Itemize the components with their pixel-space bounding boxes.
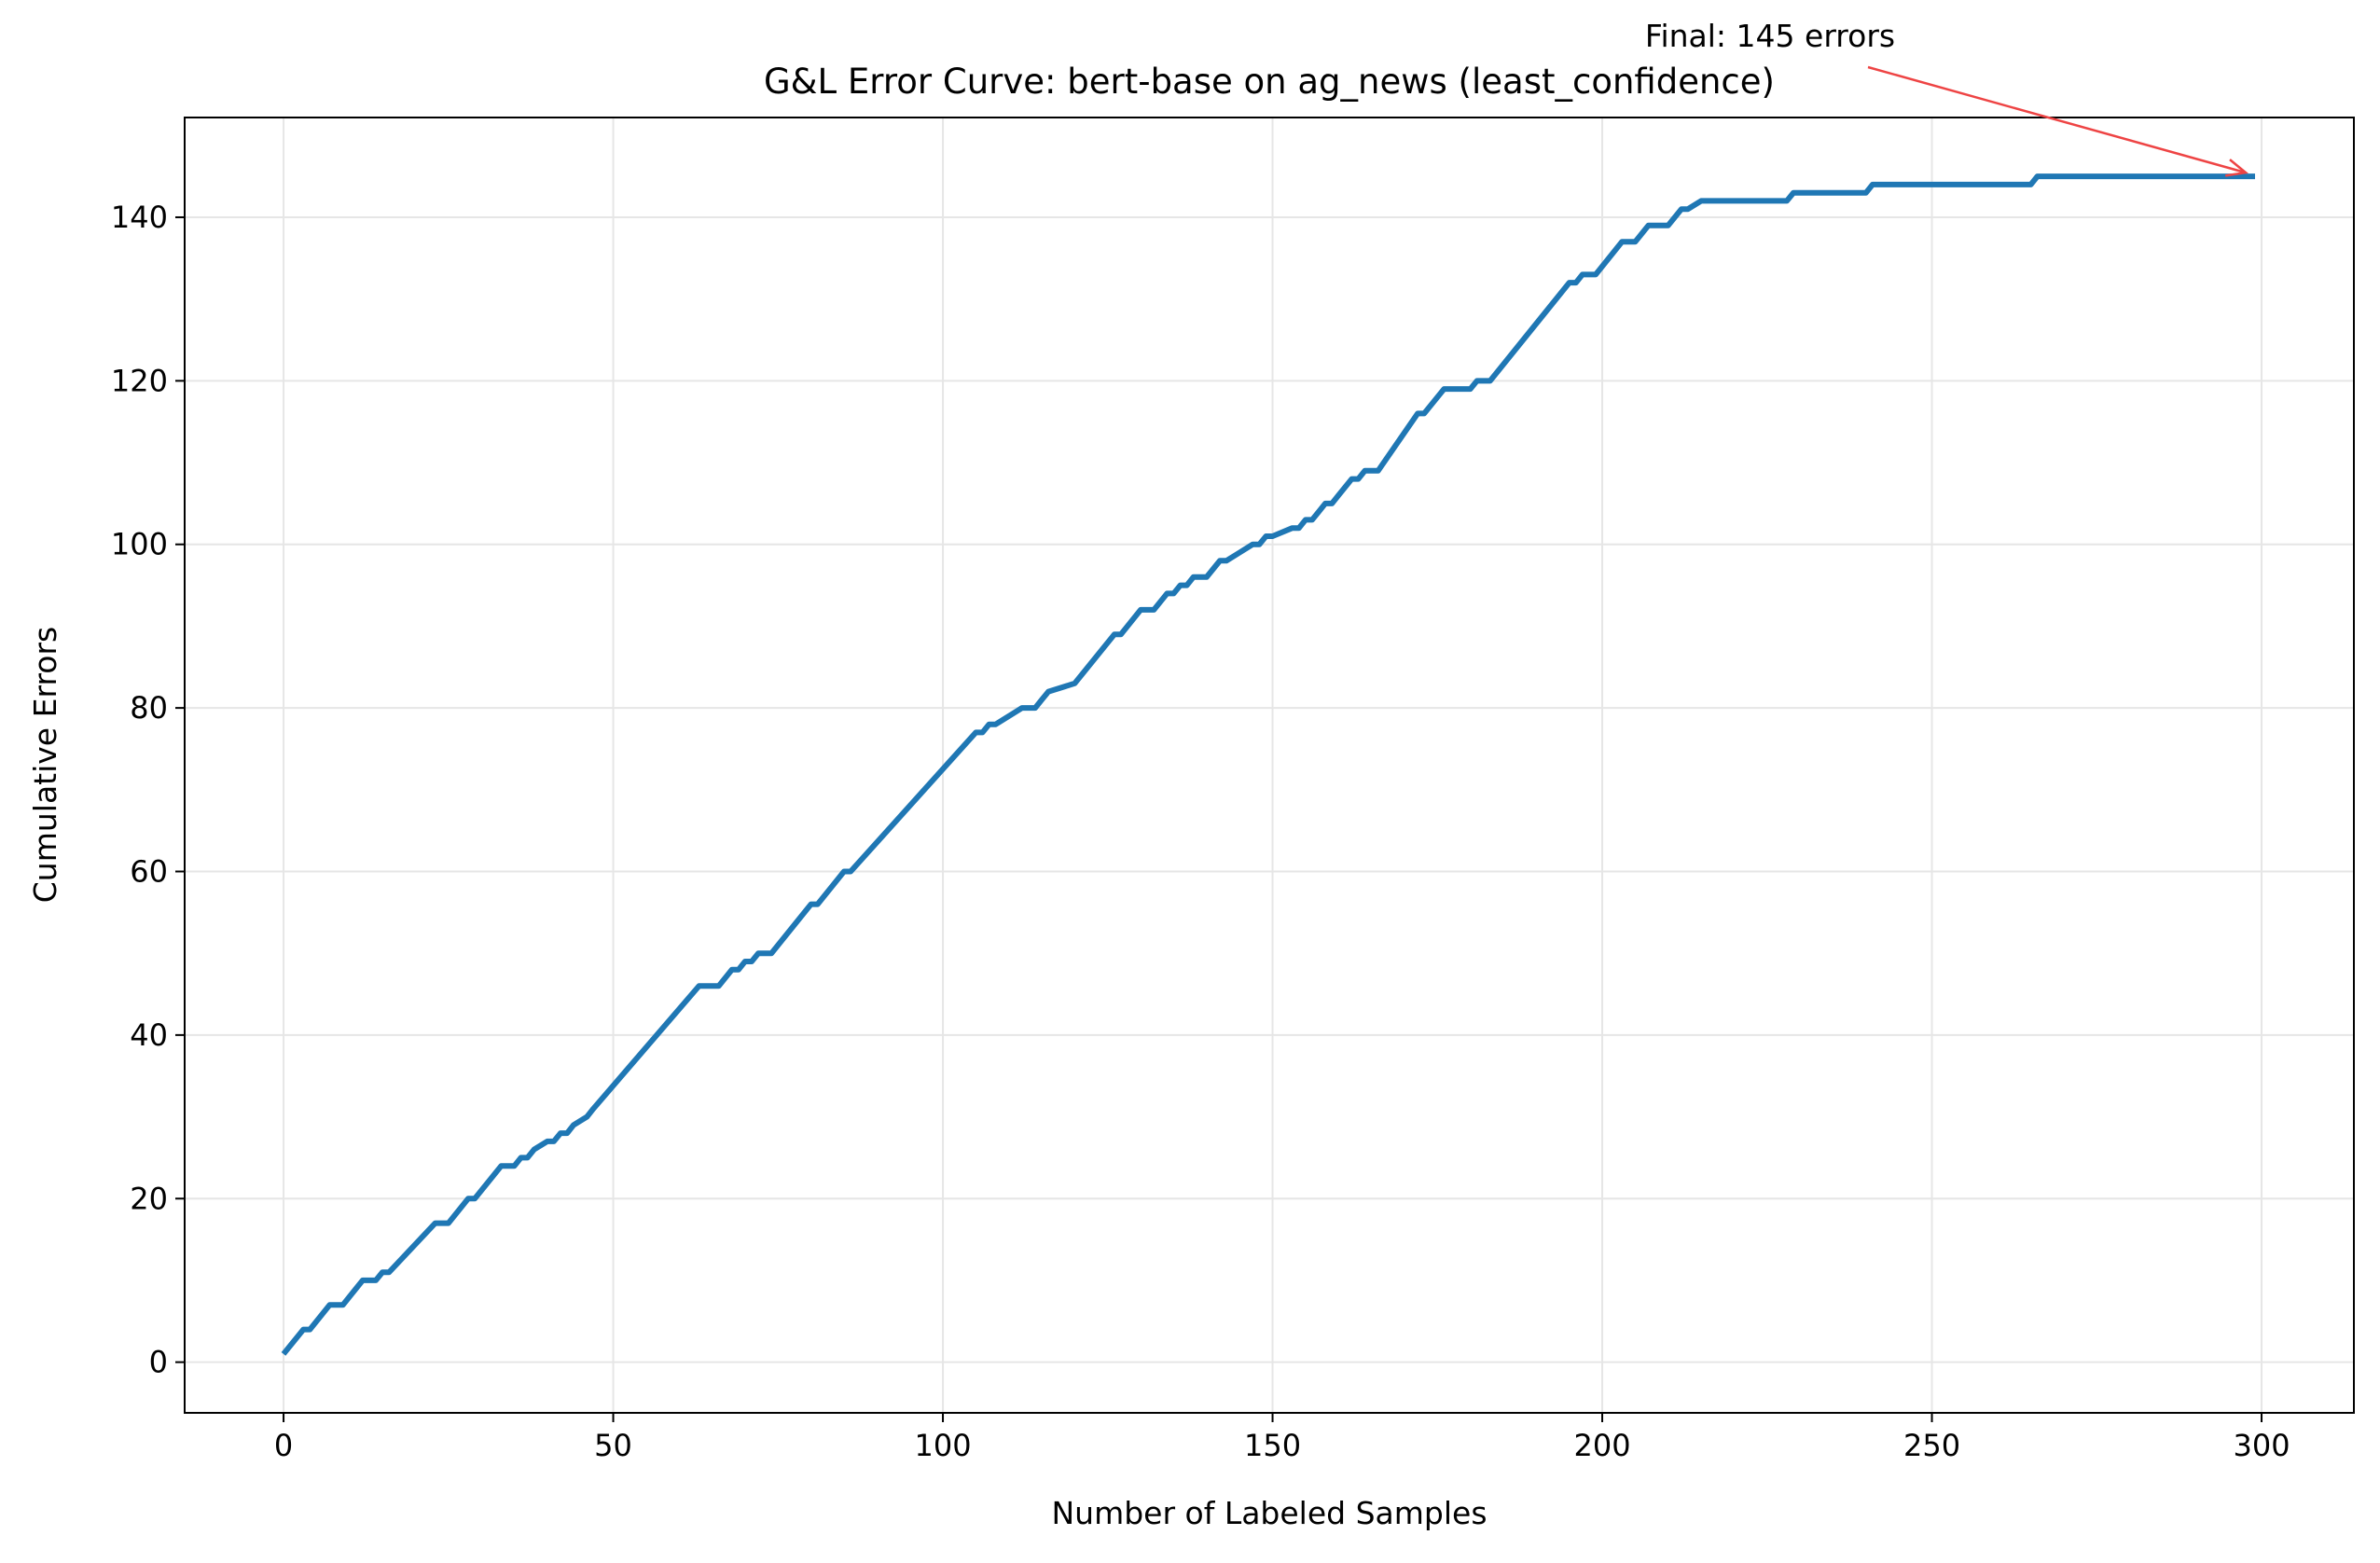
y-tick-label: 20 (130, 1181, 168, 1216)
plot-frame (184, 117, 2355, 1414)
x-tick-label: 200 (1573, 1428, 1630, 1463)
annotation-arrowhead (2225, 159, 2249, 177)
x-tick-label: 50 (594, 1428, 632, 1463)
x-tick-label: 100 (915, 1428, 972, 1463)
series-line (281, 173, 2255, 1356)
y-axis-label: Cumulative Errors (27, 627, 63, 903)
annotation-arrow (1867, 65, 2247, 174)
x-tick-label: 250 (1903, 1428, 1960, 1463)
x-axis: 0 50 100 150 200 250 300 (274, 1413, 2290, 1463)
y-tick-label: 40 (130, 1017, 168, 1053)
x-tick-label: 150 (1244, 1428, 1301, 1463)
annotation-text: Final: 145 errors (1645, 18, 1895, 54)
annotation-layer: Final: 145 errors (1645, 18, 2249, 177)
y-tick-label: 60 (130, 853, 168, 889)
y-tick-label: 0 (149, 1345, 168, 1380)
chart-title: G&L Error Curve: bert-base on ag_news (l… (764, 62, 1775, 102)
x-tick-label: 300 (2233, 1428, 2290, 1463)
x-axis-label: Number of Labeled Samples (1051, 1495, 1487, 1531)
x-tick-label: 0 (274, 1428, 293, 1463)
y-tick-label: 80 (130, 690, 168, 726)
grid (185, 118, 2354, 1413)
y-axis: 0 20 40 60 80 100 120 140 (111, 200, 185, 1380)
series-layer (281, 173, 2255, 1356)
y-tick-label: 120 (111, 363, 168, 398)
y-tick-label: 100 (111, 527, 168, 562)
y-tick-label: 140 (111, 200, 168, 235)
